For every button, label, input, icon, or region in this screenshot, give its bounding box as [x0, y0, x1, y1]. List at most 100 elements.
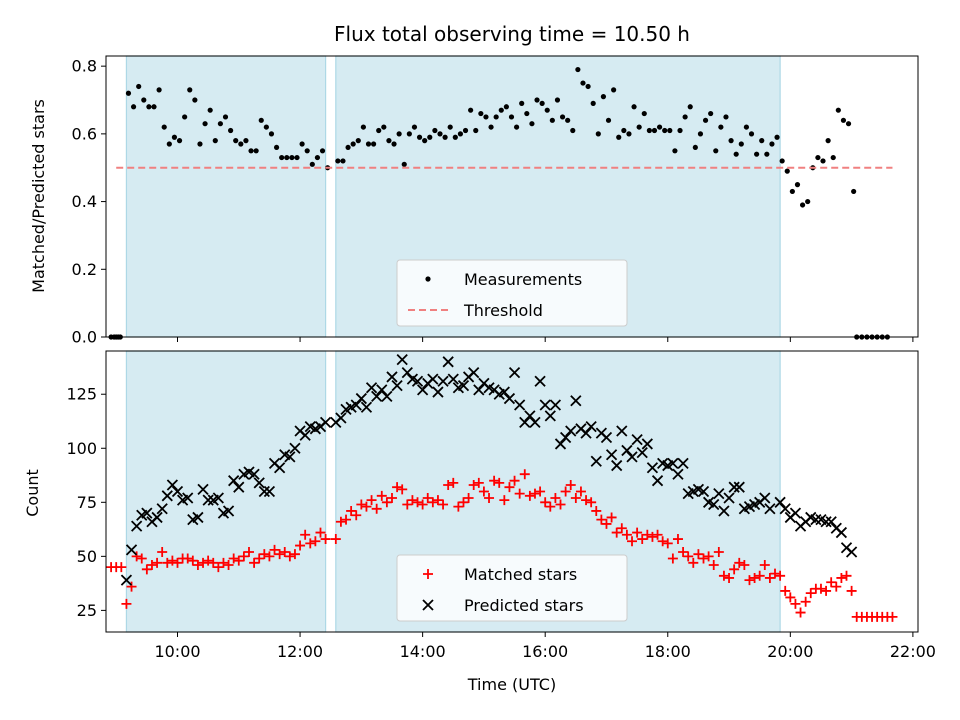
matched-star-point [146, 559, 157, 570]
measurement-point [365, 141, 372, 147]
measurement-point [253, 148, 259, 154]
matched-star-point [371, 503, 382, 514]
matched-star-point [356, 499, 367, 510]
measurement-point [401, 161, 407, 167]
matched-star-point [570, 492, 581, 503]
measurement-point [605, 117, 612, 123]
predicted-star-point [350, 399, 362, 411]
measurement-point [273, 144, 280, 151]
measurement-point [207, 107, 213, 113]
measurement-point [759, 138, 765, 144]
measurement-point [222, 114, 229, 120]
measurement-point [718, 124, 724, 130]
measurement-point [243, 138, 249, 144]
matched-star-point [223, 559, 234, 570]
measurement-point [641, 110, 647, 117]
measurement-point [447, 124, 453, 130]
xtick-label: 20:00 [767, 642, 813, 661]
measurement-point [677, 127, 683, 134]
measurement-point [539, 100, 545, 106]
matched-star-point [438, 499, 449, 510]
predicted-star-point [202, 494, 214, 506]
matched-star-point [330, 534, 341, 545]
predicted-star-point [376, 384, 388, 396]
predicted-star-point [273, 462, 286, 474]
matched-star-point [351, 510, 362, 521]
predicted-star-point [835, 526, 848, 539]
predicted-star-point [192, 511, 204, 524]
top-panel: 0.0 0.2 0.4 0.6 0.8 Measurements Threshold [72, 55, 919, 347]
matched-star-point [795, 607, 806, 618]
measurement-point [805, 198, 811, 205]
matched-star-point [448, 477, 459, 488]
xtick-label: 14:00 [400, 642, 446, 661]
top-ylabel: Matched/Predicted stars [29, 99, 48, 293]
measurement-point [478, 110, 484, 117]
measurement-point [248, 148, 254, 154]
matched-star-point [136, 553, 147, 564]
predicted-star-point [605, 449, 618, 461]
matched-star-point [305, 538, 316, 549]
matched-star-point [683, 551, 694, 562]
measurement-point [462, 127, 469, 134]
measurement-point [355, 138, 361, 144]
matched-star-point [698, 553, 709, 564]
predicted-star-point [263, 485, 276, 498]
predicted-star-point [401, 366, 413, 379]
measurement-point [600, 94, 607, 100]
measurement-point [238, 141, 244, 147]
predicted-star-point [559, 431, 572, 444]
predicted-star-point [171, 485, 184, 498]
measurement-point [835, 107, 841, 113]
measurement-point [544, 107, 550, 113]
measurement-point [524, 110, 530, 117]
top-ytick-label: 0.4 [72, 192, 97, 211]
legend-label: Predicted stars [464, 596, 584, 615]
predicted-star-point [539, 399, 551, 411]
bottom-panel: 25 50 75 100 125 10:00 12:00 14:00 16:00 18:00 20:… [66, 350, 936, 661]
matched-star-point [637, 534, 648, 545]
measurement-point [371, 141, 377, 147]
measurement-point [769, 141, 775, 147]
predicted-star-point [156, 503, 168, 515]
legend-label: Measurements [464, 270, 582, 289]
predicted-star-point [161, 490, 173, 502]
measurement-point [141, 97, 147, 103]
chart-title: Flux total observing time = 10.50 h [334, 22, 690, 46]
measurement-point [830, 154, 836, 161]
matched-star-point [729, 564, 740, 575]
matched-star-point [264, 551, 275, 562]
matched-star-point [606, 512, 617, 523]
measurement-point [656, 124, 663, 130]
matched-star-point [315, 527, 326, 538]
matched-star-point [249, 557, 260, 568]
xtick-label: 18:00 [645, 642, 691, 661]
measurement-point [519, 100, 525, 106]
matched-star-point [688, 557, 699, 568]
measurement-point [784, 168, 790, 174]
predicted-star-point [600, 431, 613, 444]
measurement-point [442, 134, 448, 140]
matched-star-point [213, 562, 224, 573]
measurement-point [733, 151, 739, 157]
matched-star-point [172, 557, 183, 568]
matched-star-point [621, 529, 632, 540]
measurement-point [309, 161, 315, 167]
measurement-point [386, 138, 392, 144]
predicted-star-point [299, 429, 311, 441]
measurement-point [457, 131, 464, 137]
measurement-point [345, 144, 351, 151]
measurement-point [304, 148, 310, 154]
matched-star-point [187, 555, 198, 566]
predicted-star-point [427, 373, 439, 385]
measurement-point [156, 87, 162, 93]
matched-star-point [427, 497, 438, 508]
matched-star-point [785, 592, 796, 603]
measurement-point [299, 141, 305, 147]
measurement-point [279, 154, 285, 161]
predicted-star-point [355, 392, 367, 405]
legend-predicted-swatch [422, 599, 434, 611]
matched-star-point [468, 480, 479, 491]
matched-star-point [432, 495, 443, 506]
